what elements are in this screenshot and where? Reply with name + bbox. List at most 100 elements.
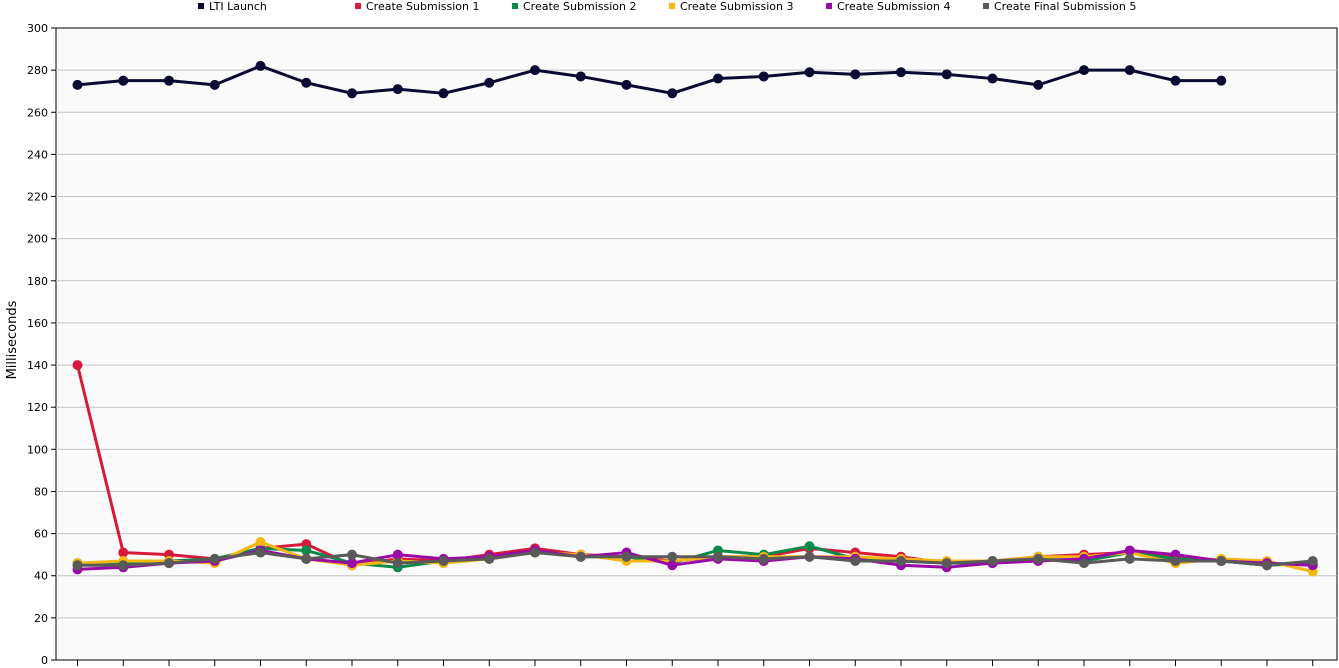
- data-point: [438, 555, 449, 566]
- legend-label: Create Submission 1: [366, 0, 479, 13]
- y-tick-label: 300: [27, 22, 48, 35]
- y-tick-label: 260: [27, 106, 48, 119]
- data-point: [347, 549, 357, 560]
- y-tick-label: 140: [27, 359, 48, 372]
- series-group: [72, 60, 1227, 99]
- legend-swatch: [355, 3, 361, 9]
- data-point: [72, 360, 83, 371]
- data-point: [804, 541, 815, 552]
- legend-label: LTI Launch: [209, 0, 267, 13]
- data-point: [392, 549, 403, 560]
- data-point: [1124, 65, 1135, 76]
- y-tick-label: 180: [27, 275, 48, 288]
- legend-swatch: [983, 3, 989, 9]
- y-tick-label: 0: [41, 654, 48, 667]
- y-axis-title: Milliseconds: [5, 300, 20, 379]
- data-point: [301, 553, 312, 564]
- series-group: [72, 547, 1318, 571]
- data-point: [1033, 79, 1044, 90]
- data-point: [438, 88, 449, 99]
- data-point: [1170, 75, 1181, 86]
- data-point: [255, 537, 266, 548]
- series: [72, 60, 1318, 577]
- series-line: [77, 551, 1313, 567]
- data-point: [118, 560, 129, 571]
- data-point: [667, 88, 678, 99]
- y-axis: 0 20 40 60 80 100 120 140 160 180 200 220 240 260 280 3…: [27, 22, 56, 667]
- data-point: [713, 551, 723, 562]
- data-point: [896, 555, 906, 566]
- legend-label: Create Submission 4: [837, 0, 950, 13]
- data-point: [758, 71, 769, 82]
- data-point: [255, 547, 266, 558]
- data-point: [850, 69, 861, 80]
- data-point: [987, 73, 998, 84]
- data-point: [941, 558, 952, 569]
- legend-item: Create Submission 4: [826, 0, 950, 13]
- data-point: [301, 545, 312, 556]
- data-point: [118, 75, 129, 86]
- data-point: [987, 555, 998, 566]
- y-tick-label: 200: [27, 233, 48, 246]
- data-point: [621, 551, 632, 562]
- data-point: [255, 60, 266, 71]
- data-point: [392, 84, 403, 95]
- legend-label: Create Final Submission 5: [994, 0, 1136, 13]
- data-point: [530, 65, 540, 76]
- data-point: [164, 558, 174, 569]
- data-point: [209, 553, 220, 564]
- data-point: [118, 547, 129, 558]
- data-point: [850, 555, 861, 566]
- data-point: [713, 73, 723, 84]
- legend-label: Create Submission 3: [680, 0, 793, 13]
- data-point: [72, 560, 83, 571]
- data-point: [941, 69, 952, 80]
- data-point: [1216, 75, 1227, 86]
- data-point: [1124, 553, 1135, 564]
- data-point: [575, 551, 586, 562]
- y-tick-label: 240: [27, 148, 48, 161]
- y-tick-label: 120: [27, 401, 48, 414]
- x-axis: [77, 660, 1314, 666]
- data-point: [1216, 555, 1227, 566]
- y-tick-label: 60: [34, 528, 48, 541]
- data-point: [1124, 545, 1135, 556]
- data-point: [1079, 65, 1089, 76]
- y-tick-label: 40: [34, 570, 48, 583]
- legend: LTI Launch Create Submission 1 Create Subm…: [198, 0, 1136, 13]
- data-point: [621, 79, 632, 90]
- data-point: [392, 558, 403, 569]
- data-point: [347, 558, 357, 569]
- data-point: [804, 551, 815, 562]
- y-tick-label: 160: [27, 317, 48, 330]
- data-point: [575, 71, 586, 82]
- data-point: [72, 79, 83, 90]
- y-tick-label: 20: [34, 612, 48, 625]
- data-point: [347, 88, 357, 99]
- legend-item: Create Submission 2: [512, 0, 636, 13]
- data-point: [484, 553, 495, 564]
- legend-item: Create Submission 1: [355, 0, 479, 13]
- data-point: [530, 547, 540, 558]
- data-point: [1307, 555, 1318, 566]
- y-tick-label: 220: [27, 191, 48, 204]
- data-point: [1262, 560, 1272, 571]
- data-point: [1170, 555, 1181, 566]
- data-point: [667, 551, 678, 562]
- y-tick-label: 80: [34, 485, 48, 498]
- legend-swatch: [198, 3, 204, 9]
- data-point: [164, 75, 174, 86]
- data-point: [896, 67, 906, 78]
- data-point: [758, 553, 769, 564]
- legend-swatch: [826, 3, 832, 9]
- legend-swatch: [512, 3, 518, 9]
- y-tick-label: 280: [27, 64, 48, 77]
- legend-swatch: [669, 3, 675, 9]
- series-line: [77, 64, 1222, 95]
- plot-background: [55, 27, 1338, 661]
- data-point: [1079, 558, 1089, 569]
- legend-item: LTI Launch: [198, 0, 267, 13]
- data-point: [1033, 553, 1044, 564]
